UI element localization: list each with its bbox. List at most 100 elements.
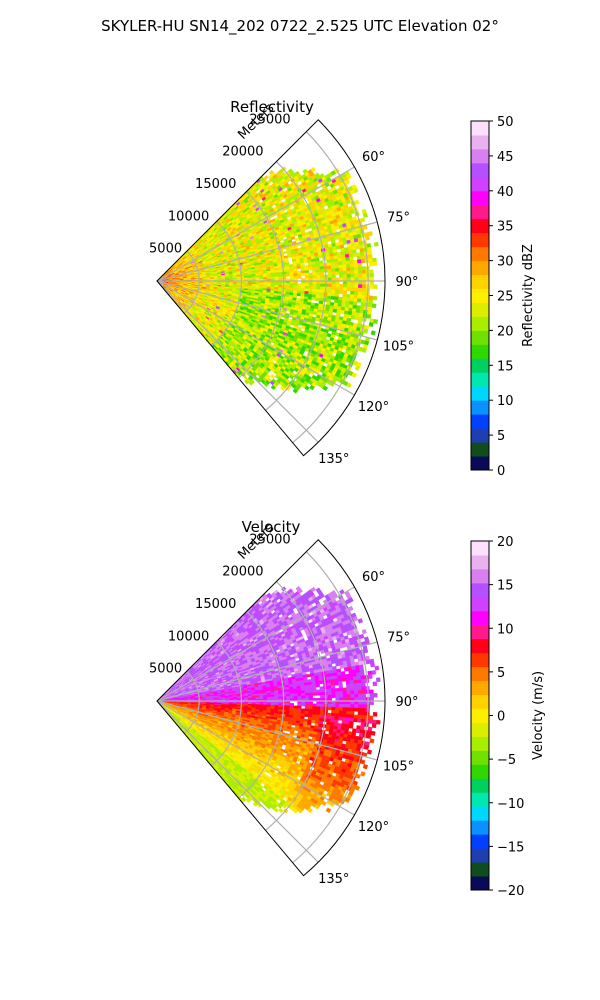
data-cell: [341, 260, 347, 266]
data-cell: [342, 264, 347, 269]
data-cell: [357, 259, 362, 264]
data-cell: [326, 262, 332, 267]
data-cell: [346, 173, 352, 180]
data-cell: [331, 289, 336, 294]
data-cell: [354, 287, 359, 292]
colorbar-tick-label: 35: [497, 220, 514, 235]
data-cell: [297, 273, 302, 277]
data-cell: [342, 270, 348, 275]
data-cell: [350, 287, 355, 292]
data-cell: [350, 273, 355, 278]
colorbar-swatch: [471, 456, 489, 471]
data-cell: [372, 261, 378, 267]
colorbar-tick-label: 5: [497, 429, 505, 444]
data-cell: [338, 267, 344, 272]
data-cell: [342, 274, 348, 279]
azimuth-tick-label: 120°: [358, 400, 389, 415]
reflectivity-plot: 500010000150002000025000Meters60°75°90°1…: [149, 101, 418, 467]
data-cell: [327, 271, 332, 276]
data-cell: [363, 328, 369, 334]
data-cell: [364, 235, 370, 241]
data-cell: [316, 275, 321, 279]
colorbar-tick-label: 10: [497, 394, 514, 409]
data-cell: [344, 179, 351, 185]
data-cell: [356, 255, 362, 261]
data-cell: [335, 283, 340, 288]
data-cell: [346, 267, 351, 272]
data-cell: [319, 266, 325, 270]
colorbar-tick-label: 20: [497, 324, 514, 339]
colorbar-swatch: [471, 288, 489, 303]
colorbar-tick-label: 45: [497, 150, 514, 165]
colorbar-swatch: [471, 372, 489, 387]
data-cell: [342, 293, 347, 298]
data-cell: [357, 298, 362, 303]
data-cell: [353, 187, 359, 194]
data-cell: [259, 275, 264, 278]
data-cell: [372, 295, 378, 301]
data-cell: [371, 303, 377, 309]
data-cell: [370, 330, 376, 336]
data-cell: [263, 274, 268, 278]
data-cell: [312, 283, 317, 287]
data-cell: [345, 300, 350, 305]
data-cell: [289, 285, 294, 289]
data-cell: [361, 291, 366, 296]
data-cell: [339, 284, 344, 288]
data-cell: [338, 264, 343, 269]
data-cell: [274, 274, 279, 278]
reflectivity-title: Reflectivity: [230, 98, 314, 116]
colorbar-tick-label: 40: [497, 185, 514, 200]
data-cell: [259, 277, 264, 280]
data-cell: [346, 263, 351, 268]
data-cell: [327, 265, 332, 270]
data-cell: [349, 260, 355, 265]
data-cell: [339, 274, 344, 278]
data-cell: [360, 258, 366, 264]
colorbar-tick-label: 15: [497, 359, 514, 374]
data-cell: [346, 270, 351, 275]
data-cell: [297, 270, 302, 274]
data-cell: [311, 297, 316, 301]
velocity-plot: 500010000150002000025000Meters60°75°90°1…: [149, 521, 418, 887]
data-cell: [293, 275, 298, 279]
data-cell: [345, 260, 351, 265]
data-cell: [300, 288, 306, 292]
data-cell: [270, 374, 276, 379]
data-cell: [293, 283, 298, 287]
colorbar-swatch: [471, 134, 489, 150]
data-cell: [366, 246, 372, 252]
data-cell: [315, 291, 321, 296]
data-cell: [286, 308, 292, 313]
data-cell: [327, 268, 332, 273]
data-cell: [341, 257, 347, 262]
data-cell: [346, 284, 352, 289]
data-cell: [361, 269, 367, 275]
colorbar-swatch: [471, 330, 489, 345]
data-cell: [289, 283, 295, 287]
data-cell: [338, 296, 343, 301]
data-cell: [346, 273, 352, 278]
data-cell: [369, 284, 374, 289]
data-cell: [338, 290, 344, 295]
data-cell: [287, 254, 292, 259]
data-cell: [289, 268, 294, 272]
data-cell: [310, 166, 317, 173]
data-cell: [251, 277, 257, 280]
colorbar-tick-label: 25: [497, 290, 514, 305]
data-cell: [297, 275, 302, 279]
data-cell: [263, 282, 268, 286]
data-cell: [367, 302, 373, 308]
data-cell: [360, 255, 366, 260]
data-cell: [357, 270, 363, 275]
data-field: [156, 585, 381, 814]
data-cell: [367, 306, 373, 312]
data-cell: [330, 265, 336, 270]
data-cell: [304, 285, 310, 290]
data-cell: [289, 273, 294, 277]
data-cell: [349, 256, 354, 261]
data-cell: [289, 287, 294, 291]
azimuth-tick-label: 90°: [395, 275, 418, 290]
colorbar-swatch: [471, 274, 489, 290]
